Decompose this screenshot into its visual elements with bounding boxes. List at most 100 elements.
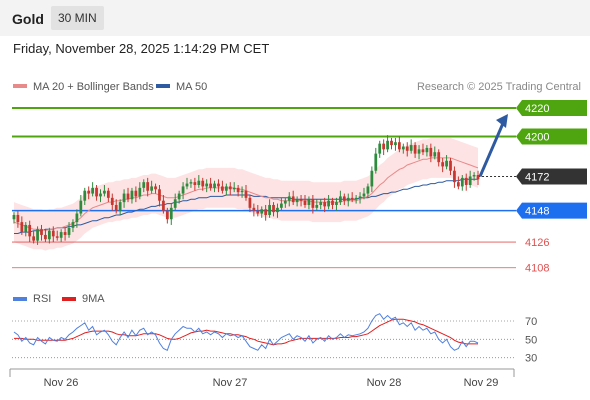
candle-body bbox=[32, 236, 36, 241]
candle-body bbox=[382, 143, 386, 150]
candle-body bbox=[236, 187, 240, 193]
candle-body bbox=[193, 182, 197, 186]
watermark: Research © 2025 Trading Central bbox=[417, 81, 581, 93]
candle-body bbox=[409, 145, 413, 151]
level-tag-4148 bbox=[516, 202, 587, 219]
candle-body bbox=[319, 202, 323, 205]
rsi-line bbox=[13, 313, 479, 351]
candle-body bbox=[472, 175, 476, 177]
candle-body bbox=[181, 186, 185, 194]
candle-body bbox=[150, 186, 153, 191]
candle-body bbox=[287, 196, 291, 201]
candle-body bbox=[55, 236, 59, 238]
x-tick-nov-26: Nov 26 bbox=[44, 377, 79, 389]
candle-body bbox=[291, 196, 295, 203]
candle-body bbox=[437, 152, 441, 163]
candle-body bbox=[103, 190, 106, 194]
candle-body bbox=[110, 197, 114, 205]
candle-body bbox=[350, 197, 354, 200]
candle-body bbox=[165, 210, 169, 220]
candle-body bbox=[189, 182, 193, 184]
candle-body bbox=[456, 182, 460, 187]
level-label-4126: 4126 bbox=[525, 237, 549, 249]
candle-body bbox=[142, 182, 146, 188]
candle-body bbox=[47, 230, 51, 240]
legend-swatch-ma50 bbox=[156, 84, 170, 88]
candle-body bbox=[126, 193, 130, 200]
candle-body bbox=[213, 183, 216, 188]
candle-body bbox=[339, 196, 342, 203]
candle-body bbox=[205, 183, 209, 187]
candle-body bbox=[303, 200, 307, 205]
candle-body bbox=[441, 162, 445, 167]
candle-body bbox=[283, 200, 287, 204]
candle-body bbox=[28, 224, 32, 237]
candle-body bbox=[366, 186, 370, 194]
candle-body bbox=[276, 207, 279, 213]
level-label-4172: 4172 bbox=[525, 171, 549, 183]
candle-body bbox=[177, 193, 181, 200]
candle-body bbox=[453, 170, 456, 183]
candle-body bbox=[122, 193, 126, 203]
candle-body bbox=[91, 187, 94, 194]
rsi-ma-line bbox=[14, 318, 478, 346]
legend-swatch-ma20 bbox=[13, 84, 27, 88]
rsi-legend-swatch-rsi_ma bbox=[62, 297, 76, 301]
candle-body bbox=[24, 224, 28, 233]
candle-body bbox=[405, 146, 409, 151]
candle-body bbox=[307, 199, 311, 205]
candle-body bbox=[280, 203, 283, 208]
timeframe-button[interactable]: 30 MIN bbox=[51, 6, 104, 30]
candle-body bbox=[138, 187, 142, 197]
x-tick-nov-28: Nov 28 bbox=[367, 377, 402, 389]
candle-body bbox=[146, 182, 150, 191]
candle-body bbox=[16, 214, 20, 223]
candle-body bbox=[87, 190, 91, 194]
candle-body bbox=[386, 140, 389, 150]
rsi-tick-50: 50 bbox=[525, 334, 537, 346]
candle-body bbox=[162, 200, 165, 211]
candle-body bbox=[299, 199, 303, 201]
level-tag-4172 bbox=[516, 168, 587, 185]
candle-body bbox=[95, 187, 98, 197]
forecast-arrow-head bbox=[496, 113, 508, 128]
level-tag-4200 bbox=[516, 128, 587, 145]
candle-body bbox=[362, 193, 366, 197]
candle-body bbox=[244, 190, 248, 198]
rsi-tick-70: 70 bbox=[525, 316, 537, 328]
candle-body bbox=[311, 199, 315, 208]
level-label-4108: 4108 bbox=[525, 263, 549, 275]
candle-body bbox=[217, 183, 220, 187]
candle-body bbox=[106, 190, 110, 198]
candle-body bbox=[476, 175, 480, 180]
candle-body bbox=[460, 177, 464, 187]
candle-body bbox=[342, 196, 346, 201]
candle-body bbox=[51, 230, 55, 237]
candle-body bbox=[63, 232, 67, 235]
candle-body bbox=[449, 160, 452, 171]
rsi-legend-swatch-rsi bbox=[13, 297, 27, 301]
candle-body bbox=[40, 229, 43, 235]
candle-body bbox=[197, 180, 201, 186]
candle-body bbox=[36, 229, 39, 241]
candle-body bbox=[425, 147, 429, 153]
candle-body bbox=[99, 193, 102, 197]
candle-body bbox=[71, 222, 75, 228]
candle-body bbox=[358, 196, 362, 198]
candle-body bbox=[295, 199, 299, 203]
candle-body bbox=[158, 189, 161, 201]
candle-body bbox=[209, 183, 212, 188]
rsi-legend-label-rsi: RSI bbox=[33, 293, 51, 305]
candle-body bbox=[378, 143, 382, 154]
candle-body bbox=[75, 213, 79, 223]
level-label-4220: 4220 bbox=[525, 103, 549, 115]
rsi-legend-label-rsi_ma: 9MA bbox=[82, 293, 105, 305]
candle-body bbox=[401, 146, 405, 150]
candles bbox=[12, 135, 480, 245]
candle-body bbox=[173, 199, 177, 208]
candle-body bbox=[232, 187, 236, 190]
candle-body bbox=[20, 222, 24, 233]
candle-body bbox=[260, 209, 264, 214]
rsi-tick-30: 30 bbox=[525, 353, 537, 365]
candle-body bbox=[248, 197, 252, 208]
